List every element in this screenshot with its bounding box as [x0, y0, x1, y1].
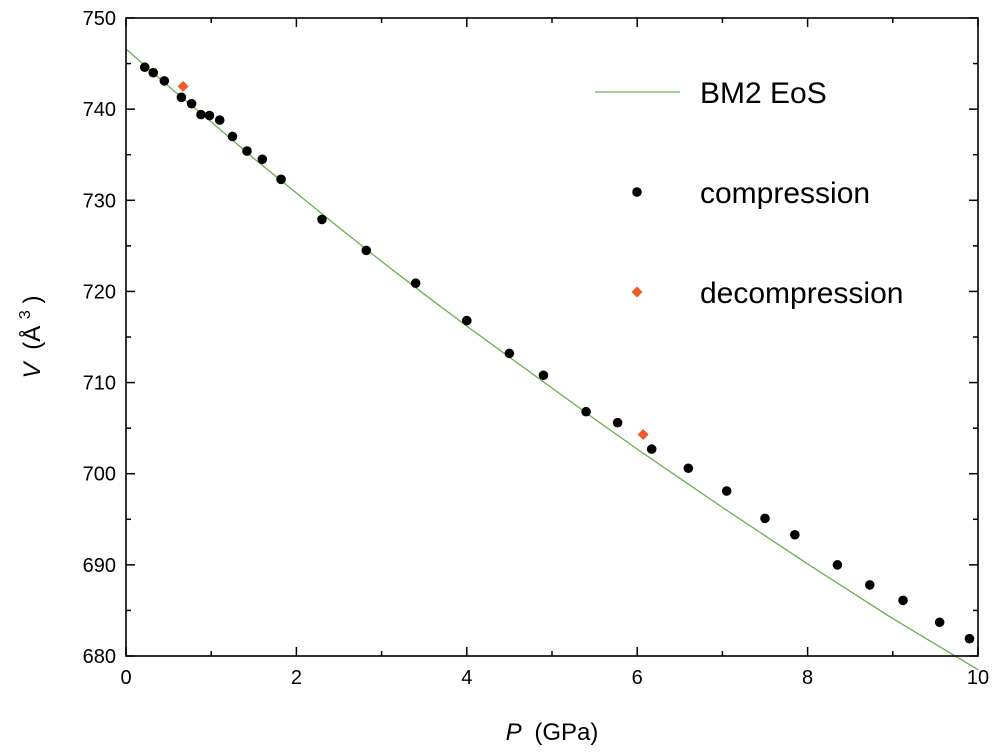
compression-point — [214, 115, 225, 125]
compression-point — [139, 62, 150, 73]
compression-point — [760, 513, 770, 524]
y-tick-label: 740 — [83, 99, 116, 121]
y-axis-unit: (Å — [18, 326, 46, 350]
compression-point — [790, 529, 800, 540]
compression-point — [683, 463, 694, 474]
x-tick-label: 10 — [967, 667, 989, 689]
axis-ticks — [125, 17, 979, 657]
legend-diamond-swatch — [631, 286, 643, 298]
x-tick-label: 2 — [291, 667, 302, 689]
compression-point — [204, 110, 215, 121]
plot-area — [125, 48, 979, 671]
compression-point — [504, 348, 515, 359]
compression-point — [176, 92, 187, 103]
y-axis-unit-close: ) — [19, 296, 46, 304]
compression-point — [964, 633, 975, 644]
y-axis-symbol: V — [19, 360, 46, 378]
compression-point — [410, 278, 421, 289]
x-tick-label: 6 — [632, 667, 643, 689]
compression-point — [276, 174, 286, 185]
legend: BM2 EoS compression decompression — [595, 77, 903, 310]
x-axis-unit: (GPa) — [534, 719, 598, 746]
compression-point — [242, 146, 252, 156]
y-tick-label: 750 — [83, 8, 116, 30]
y-tick-label: 700 — [83, 464, 116, 486]
compression-point — [934, 617, 945, 628]
compression-point — [148, 67, 159, 78]
compression-point — [864, 580, 875, 590]
decompression-point — [177, 80, 189, 92]
compression-point — [186, 98, 197, 109]
legend-label: BM2 EoS — [700, 77, 827, 110]
y-axis-unit-exponent: 3 — [17, 310, 34, 319]
decompression-point — [637, 429, 649, 441]
y-tick-label: 680 — [83, 646, 116, 668]
x-axis-symbol: P — [506, 719, 522, 746]
compression-point — [898, 595, 908, 606]
x-tick-label: 4 — [461, 667, 472, 689]
compression-point — [361, 245, 372, 256]
plot-frame — [125, 17, 979, 657]
compression-point — [462, 315, 472, 326]
compression-point — [227, 131, 238, 142]
y-tick-label: 690 — [83, 555, 116, 577]
legend-dot-swatch — [632, 187, 642, 197]
compression-point — [612, 417, 623, 428]
compression-point — [538, 370, 549, 381]
y-tick-label: 710 — [83, 373, 116, 395]
compression-point — [159, 76, 170, 86]
y-tick-label: 720 — [83, 281, 116, 303]
x-tick-label: 8 — [802, 667, 813, 689]
x-tick-label: 0 — [120, 667, 131, 689]
y-axis-label: V (Å 3 ) — [9, 296, 46, 379]
tick-labels: 0 2 4 6 8 10 680 690 700 710 720 730 740 750 — [83, 8, 990, 689]
compression-point — [721, 486, 732, 496]
fit-curve — [125, 48, 979, 671]
compression-point — [196, 109, 206, 120]
compression-point — [646, 444, 657, 454]
y-tick-label: 730 — [83, 190, 116, 212]
compression-point — [832, 560, 843, 570]
compression-point — [581, 406, 591, 417]
legend-label: decompression — [700, 277, 903, 310]
legend-label: compression — [700, 177, 870, 210]
compression-point — [317, 214, 327, 225]
compression-point — [257, 154, 268, 165]
data-points — [139, 62, 975, 644]
x-axis-label: P (GPa) — [506, 719, 599, 746]
